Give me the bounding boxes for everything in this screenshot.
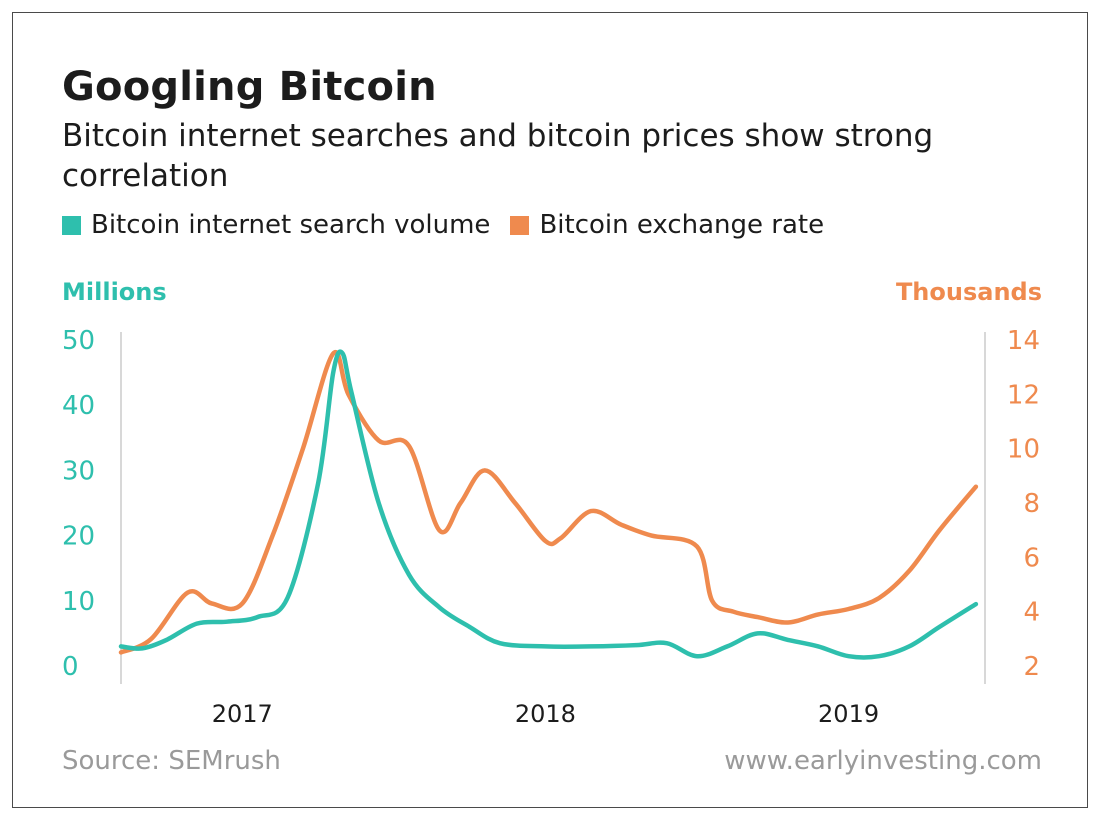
right-tick-label: 10 bbox=[1007, 435, 1040, 465]
legend-label-price: Bitcoin exchange rate bbox=[539, 210, 825, 240]
legend-item-price: Bitcoin exchange rate bbox=[510, 210, 824, 240]
legend-label-search: Bitcoin internet search volume bbox=[91, 210, 491, 240]
website-note: www.earlyinvesting.com bbox=[724, 746, 1042, 776]
x-tick-label: 2018 bbox=[515, 700, 576, 728]
chart-frame bbox=[12, 12, 1088, 808]
chart-title: Googling Bitcoin bbox=[62, 64, 437, 110]
search-volume-line bbox=[118, 349, 979, 660]
right-tick-label: 14 bbox=[1007, 326, 1040, 356]
left-tick-label: 50 bbox=[62, 326, 95, 356]
legend: Bitcoin internet search volume Bitcoin e… bbox=[62, 210, 844, 240]
exchange-rate-line bbox=[118, 349, 979, 655]
right-tick-label: 12 bbox=[1007, 380, 1040, 410]
right-tick-label: 8 bbox=[1023, 489, 1040, 519]
x-tick-label: 2019 bbox=[818, 700, 879, 728]
left-tick-label: 10 bbox=[62, 587, 95, 617]
left-axis-label: Millions bbox=[62, 278, 167, 306]
left-tick-label: 30 bbox=[62, 456, 95, 486]
legend-swatch-search bbox=[62, 215, 81, 235]
x-tick-label: 2017 bbox=[212, 700, 273, 728]
left-tick-label: 40 bbox=[62, 391, 95, 421]
right-tick-label: 2 bbox=[1023, 652, 1040, 682]
source-note: Source: SEMrush bbox=[62, 746, 281, 776]
legend-item-search: Bitcoin internet search volume bbox=[62, 210, 490, 240]
chart-subtitle: Bitcoin internet searches and bitcoin pr… bbox=[62, 118, 934, 194]
right-axis-label: Thousands bbox=[895, 278, 1042, 306]
left-tick-label: 0 bbox=[62, 652, 79, 682]
right-tick-label: 6 bbox=[1023, 543, 1040, 573]
legend-swatch-price bbox=[510, 215, 530, 235]
right-tick-label: 4 bbox=[1023, 598, 1040, 628]
left-tick-label: 20 bbox=[62, 522, 95, 552]
